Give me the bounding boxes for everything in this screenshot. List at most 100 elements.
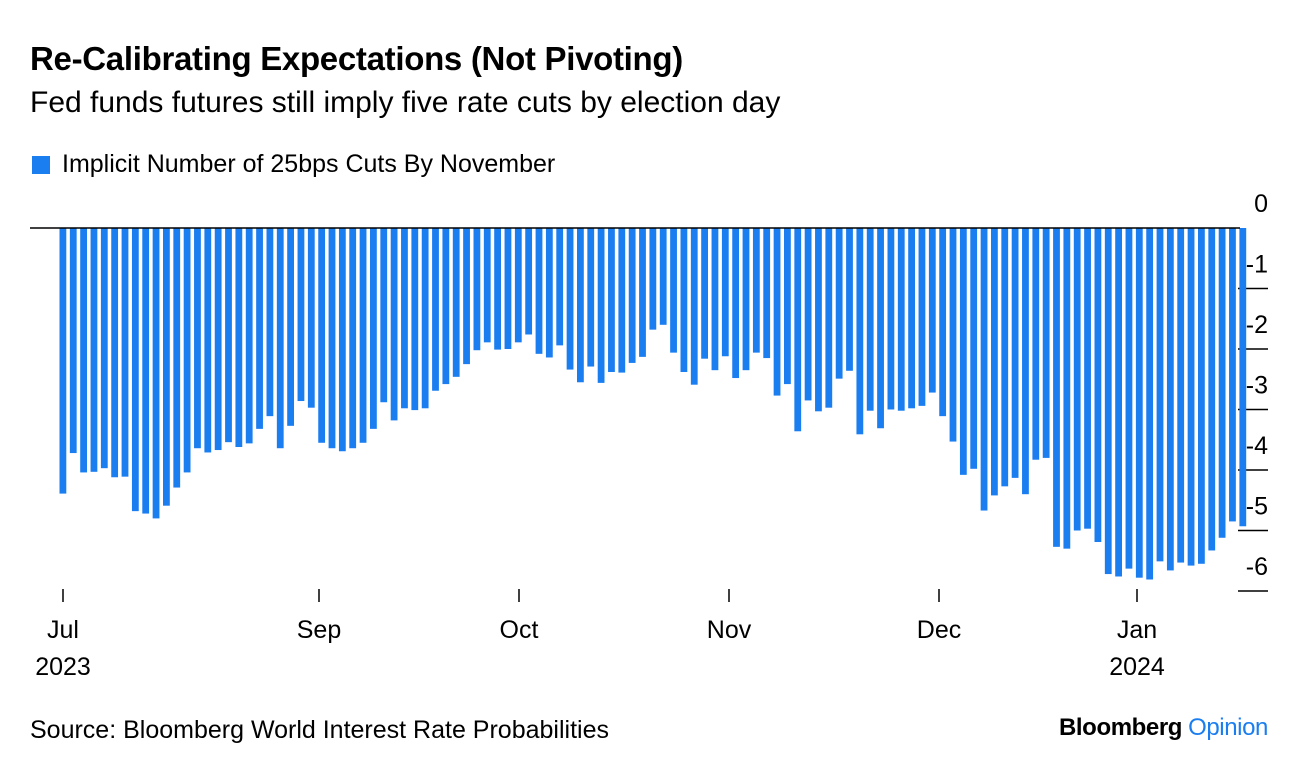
bar	[711, 228, 719, 371]
bar	[784, 228, 791, 385]
bar	[908, 228, 915, 409]
bar	[328, 228, 336, 449]
bar	[121, 228, 129, 477]
bar	[1084, 228, 1091, 529]
bar	[752, 228, 760, 353]
bar	[773, 228, 781, 396]
bar	[815, 228, 822, 412]
bar	[266, 228, 274, 417]
bar	[1011, 228, 1019, 478]
bar	[235, 228, 243, 448]
bar	[349, 228, 357, 449]
bar	[804, 228, 812, 401]
x-tick-label: Jan	[1117, 616, 1157, 644]
bar	[59, 228, 67, 494]
x-tick-label: Nov	[707, 616, 752, 644]
x-tick-label: Oct	[500, 616, 539, 644]
bar	[183, 228, 191, 473]
bar	[1125, 228, 1133, 569]
bar	[1094, 228, 1102, 542]
bar	[390, 228, 398, 421]
bar	[1001, 228, 1009, 487]
bar	[949, 228, 957, 442]
bar	[1218, 228, 1226, 538]
bar	[225, 228, 232, 443]
x-tick-year-label: 2024	[1109, 653, 1165, 681]
bar	[380, 228, 388, 403]
y-tick-label: -3	[1246, 372, 1268, 400]
bar	[887, 228, 895, 410]
bar	[173, 228, 181, 488]
bar	[1208, 228, 1216, 551]
chart-title: Re-Calibrating Expectations (Not Pivotin…	[30, 40, 683, 77]
bar	[1115, 228, 1122, 577]
bar	[100, 228, 108, 469]
bar	[80, 228, 87, 473]
bar	[991, 228, 998, 496]
bar	[732, 228, 740, 379]
x-tick-label: Dec	[917, 616, 961, 644]
bar	[411, 228, 419, 411]
bar	[297, 228, 305, 402]
bar	[970, 228, 978, 469]
x-tick-label: Jul	[47, 616, 79, 644]
bar	[866, 228, 874, 411]
bar	[556, 228, 564, 346]
bar	[897, 228, 905, 411]
bar	[204, 228, 212, 453]
bar	[618, 228, 626, 373]
brand-section: Opinion	[1188, 714, 1268, 741]
bar	[1177, 228, 1185, 563]
bar	[670, 228, 677, 353]
chart-subtitle: Fed funds futures still imply five rate …	[30, 86, 781, 119]
bar	[473, 228, 481, 351]
bar	[1229, 228, 1236, 522]
bar	[742, 228, 750, 371]
bar	[1146, 228, 1154, 580]
bar	[256, 228, 263, 429]
bar	[825, 228, 833, 408]
bar	[566, 228, 574, 370]
bar	[525, 228, 533, 335]
bar	[463, 228, 470, 365]
bar	[649, 228, 657, 330]
bar	[577, 228, 584, 383]
brand-name: Bloomberg	[1058, 714, 1183, 741]
bar	[1104, 228, 1112, 575]
bar	[701, 228, 708, 359]
legend-label: Implicit Number of 25bps Cuts By Novembe…	[62, 150, 556, 178]
bar	[194, 228, 201, 449]
bar	[514, 228, 522, 343]
bar	[959, 228, 967, 475]
bar	[628, 228, 636, 363]
y-tick-label: -6	[1246, 553, 1268, 581]
source-note: Source: Bloomberg World Interest Rate Pr…	[30, 716, 609, 744]
bar	[639, 228, 646, 357]
y-tick-label: -5	[1246, 493, 1268, 521]
brand-logo: Bloomberg Opinion	[1059, 714, 1268, 742]
y-tick-label: -4	[1246, 432, 1268, 460]
bar	[504, 228, 512, 349]
bar	[608, 228, 615, 372]
bar	[1166, 228, 1174, 571]
bar	[794, 228, 802, 432]
bar	[1135, 228, 1143, 578]
x-tick-label: Sep	[297, 616, 341, 644]
bar	[1156, 228, 1164, 562]
bar	[1239, 228, 1247, 527]
bar	[338, 228, 346, 452]
bar	[1063, 228, 1071, 549]
bar	[494, 228, 501, 350]
bar	[318, 228, 326, 443]
bar	[131, 228, 139, 512]
bar	[452, 228, 460, 377]
bar	[1042, 228, 1050, 458]
bar	[535, 228, 543, 354]
bar	[287, 228, 294, 426]
bar	[69, 228, 77, 454]
bar	[877, 228, 884, 429]
bar	[835, 228, 843, 379]
x-tick-year-label: 2023	[35, 653, 91, 681]
bar	[111, 228, 119, 478]
